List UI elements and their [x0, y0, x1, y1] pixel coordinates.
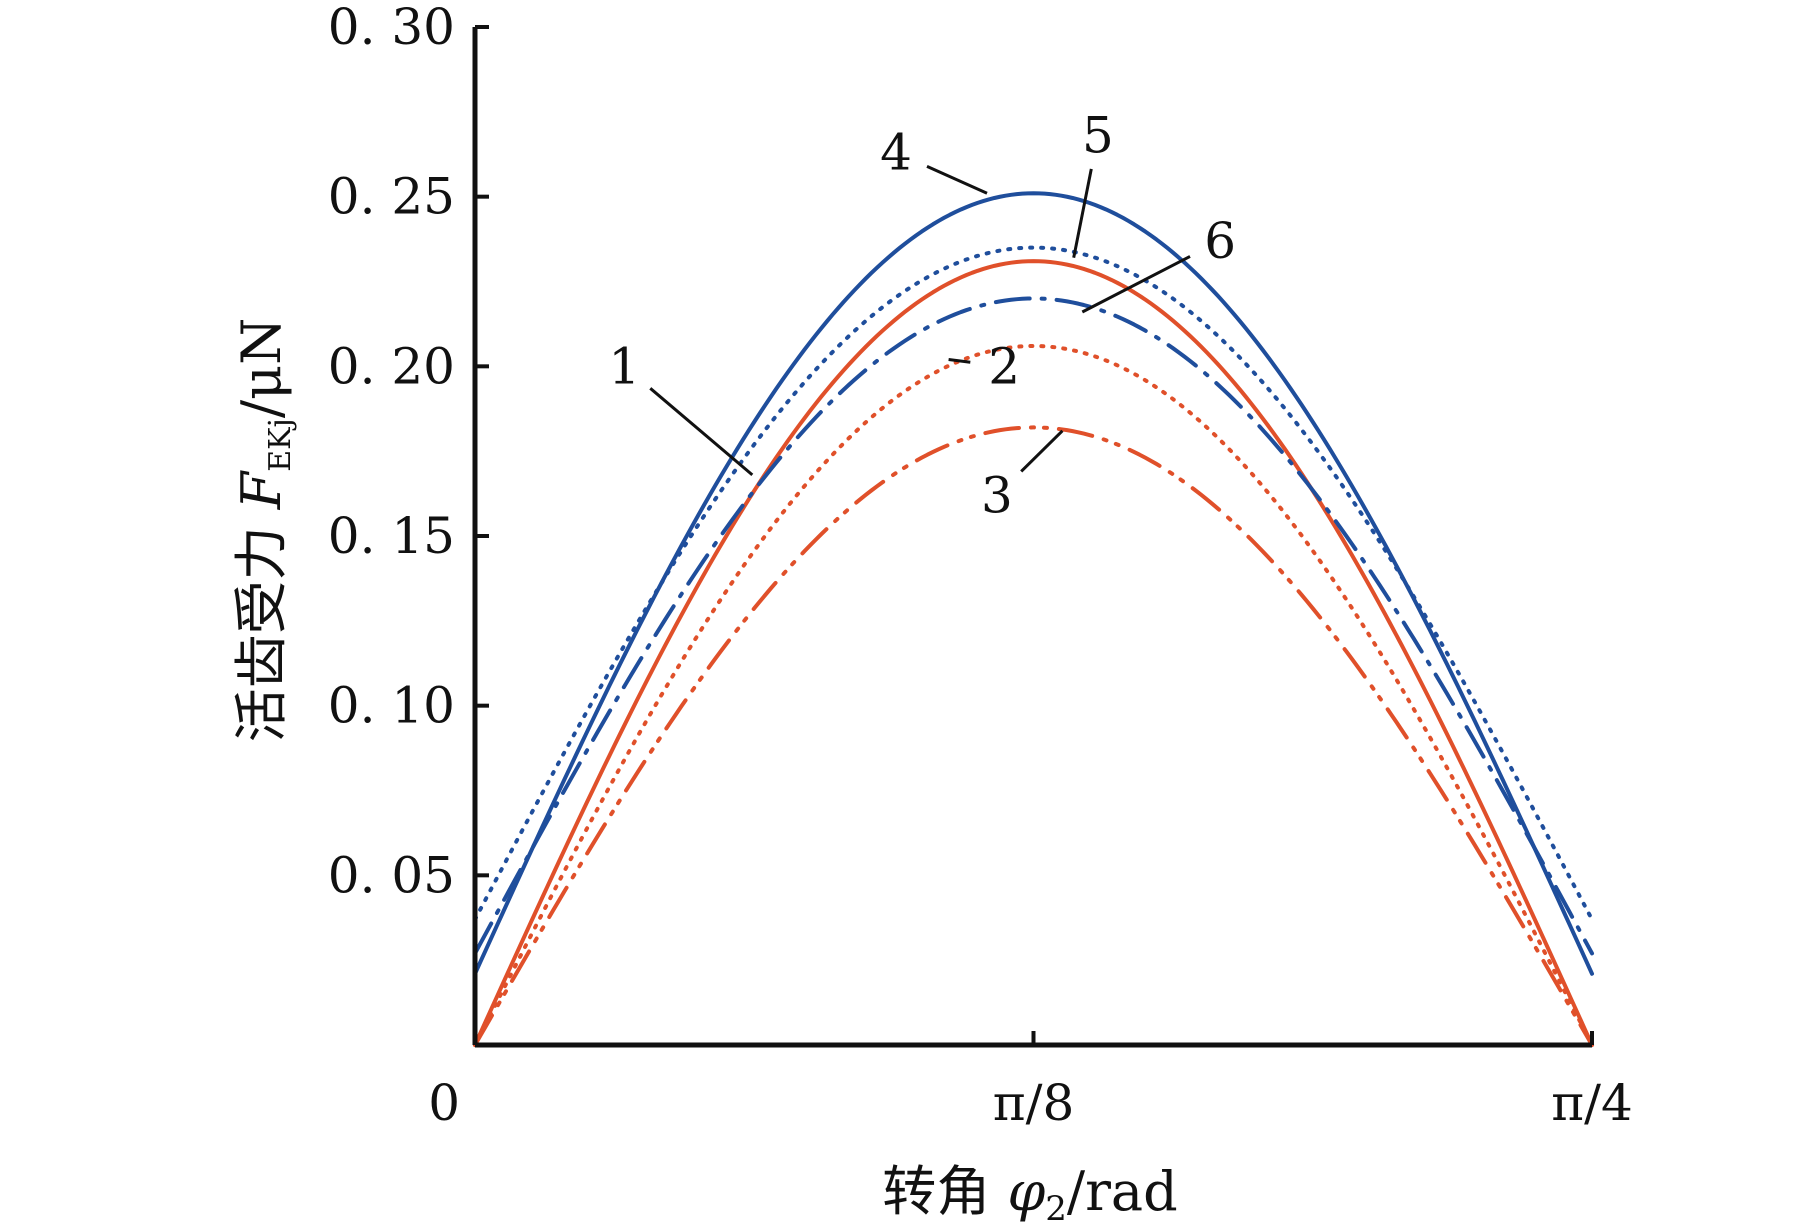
- series-3-line: [473, 425, 1594, 1047]
- leader-line-3: [1020, 429, 1064, 473]
- series-6-line: [473, 296, 1594, 956]
- x-axis-title-prefix: 转角: [882, 1160, 1007, 1223]
- x-axis-title-symbol: φ: [1007, 1160, 1045, 1223]
- leader-line-1: [649, 387, 754, 477]
- y-axis-title-subscript: EKj: [263, 418, 298, 472]
- x-tick-label: π/4: [1551, 1074, 1633, 1132]
- series-1-line: [473, 259, 1594, 1047]
- y-tick-label: 0. 15: [328, 507, 455, 565]
- y-tick-label: 0. 20: [328, 337, 455, 395]
- y-axis-title-prefix: 活齿受力: [230, 509, 293, 742]
- series-5-line: [473, 245, 1594, 922]
- x-axis-title-subscript: 2: [1045, 1189, 1067, 1229]
- ticks-layer: 0. 05 0. 10 0. 15 0. 20 0. 25 0. 30 0 π/8 π/4: [328, 0, 1633, 1132]
- series-2-line: [473, 343, 1594, 1047]
- y-axis-title: 活齿受力 FEKj/μN: [230, 318, 298, 743]
- series-layer: [473, 191, 1594, 1047]
- y-axis-title-symbol: F: [230, 469, 293, 510]
- series-label-6: 6: [1204, 212, 1236, 270]
- y-axis-title-suffix: /μN: [230, 318, 293, 419]
- series-4-line: [473, 191, 1594, 976]
- leader-line-6: [1081, 255, 1191, 314]
- series-label-5: 5: [1082, 107, 1114, 165]
- y-tick-label: 0. 30: [328, 0, 455, 56]
- y-tick-label: 0. 05: [328, 846, 455, 904]
- leader-line-2: [948, 358, 971, 364]
- axes-layer: [472, 27, 1592, 1048]
- leader-line-5: [1072, 168, 1093, 258]
- series-label-3: 3: [981, 466, 1013, 524]
- series-label-1: 1: [608, 337, 640, 395]
- series-label-2: 2: [988, 337, 1020, 395]
- series-label-4: 4: [880, 124, 912, 182]
- y-tick-label: 0. 10: [328, 677, 455, 735]
- x-axis-title: 转角 φ2/rad: [882, 1160, 1177, 1229]
- x-tick-label: 0: [428, 1074, 460, 1132]
- x-tick-label: π/8: [993, 1074, 1075, 1132]
- x-axis-title-suffix: /rad: [1067, 1160, 1178, 1223]
- leader-line-4: [926, 165, 988, 195]
- y-tick-label: 0. 25: [328, 168, 455, 226]
- callouts-layer: 1 2 3 4 5 6: [608, 107, 1236, 525]
